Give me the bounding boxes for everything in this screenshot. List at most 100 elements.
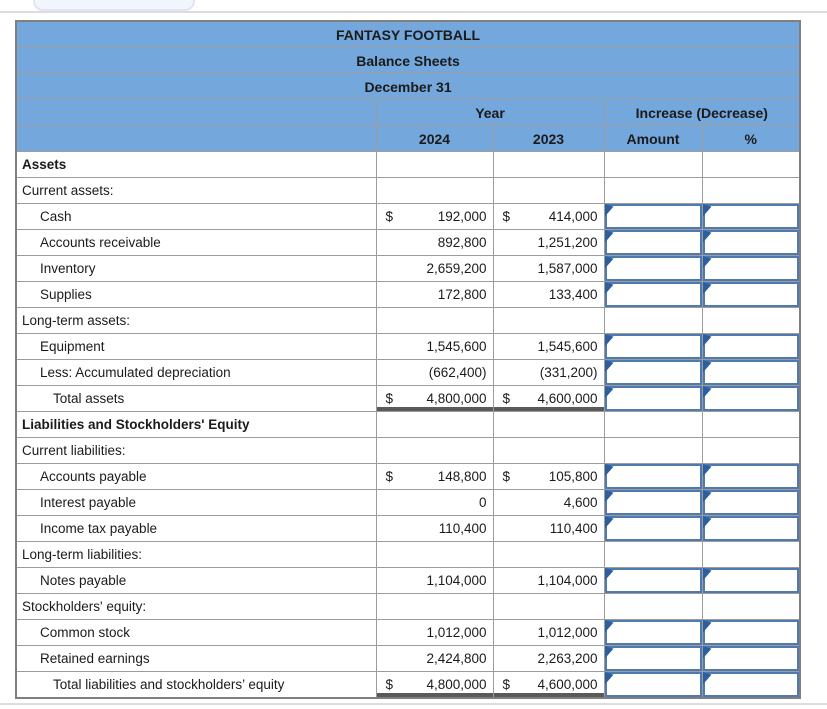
amount-input-total-liabilities-equity[interactable] (606, 674, 700, 695)
table-row: Total liabilities and stockholders’ equi… (15, 671, 801, 699)
table-row: Retained earnings 2,424,800 2,263,200 (15, 645, 801, 672)
value-2023: 4,600 (563, 495, 598, 510)
table-row: Inventory 2,659,200 1,587,000 (15, 255, 801, 282)
column-header-2024: 2024 (375, 125, 494, 152)
table-row: Equipment 1,545,600 1,545,600 (15, 333, 801, 360)
value-2024: 110,400 (438, 521, 487, 536)
amount-input-equipment[interactable] (606, 336, 700, 357)
currency-symbol: $ (502, 469, 511, 484)
table-row: Interest payable 0 4,600 (15, 489, 801, 516)
table-row: Notes payable 1,104,000 1,104,000 (15, 567, 801, 594)
row-label-supplies: Supplies (15, 281, 377, 308)
value-2023: 1,587,000 (537, 261, 598, 276)
value-2023: 105,800 (548, 469, 598, 484)
row-label-cash: Cash (15, 203, 377, 230)
percent-input-income-tax-payable[interactable] (704, 518, 798, 539)
amount-input-inventory[interactable] (606, 258, 700, 279)
value-2024: 1,545,600 (426, 339, 487, 354)
value-2024: 172,800 (437, 287, 487, 302)
percent-input-accounts-receivable[interactable] (704, 232, 798, 253)
value-2024: 1,104,000 (426, 573, 487, 588)
row-label-total-assets: Total assets (15, 385, 377, 412)
top-divider (0, 11, 827, 13)
table-row: Accounts payable $148,800 $105,800 (15, 463, 801, 490)
table-row: Income tax payable 110,400 110,400 (15, 515, 801, 542)
percent-input-equipment[interactable] (704, 336, 798, 357)
top-button-partial[interactable] (33, 0, 195, 11)
value-2023: 110,400 (549, 521, 598, 536)
percent-input-total-assets[interactable] (704, 388, 798, 409)
date-title: December 31 (15, 73, 801, 100)
currency-symbol: $ (385, 677, 394, 692)
percent-input-accumulated-depreciation[interactable] (704, 362, 798, 383)
blank-header-cell (15, 99, 377, 126)
value-2023: 4,600,000 (537, 677, 598, 692)
amount-input-common-stock[interactable] (606, 622, 700, 643)
amount-input-supplies[interactable] (606, 284, 700, 305)
amount-input-retained-earnings[interactable] (606, 648, 700, 669)
table-row: Balance Sheets (15, 47, 801, 74)
value-2024: (662,400) (428, 365, 487, 380)
bottom-divider (0, 703, 827, 705)
amount-input-accounts-receivable[interactable] (606, 232, 700, 253)
percent-input-cash[interactable] (704, 206, 798, 227)
table-row: Current liabilities: (15, 437, 801, 464)
subsection-long-term-liabilities: Long-term liabilities: (15, 541, 377, 568)
value-2024: 192,000 (437, 209, 487, 224)
column-header-amount: Amount (603, 125, 703, 152)
value-2023: (331,200) (539, 365, 598, 380)
row-label-total-liabilities-equity: Total liabilities and stockholders’ equi… (15, 671, 377, 699)
balance-sheet-table: FANTASY FOOTBALL Balance Sheets December… (15, 20, 802, 699)
currency-symbol: $ (502, 391, 511, 406)
row-label-accumulated-depreciation: Less: Accumulated depreciation (15, 359, 377, 386)
amount-input-total-assets[interactable] (606, 388, 700, 409)
row-label-retained-earnings: Retained earnings (15, 645, 377, 672)
table-row: Total assets $4,800,000 $4,600,000 (15, 385, 801, 412)
percent-input-interest-payable[interactable] (704, 492, 798, 513)
table-row: FANTASY FOOTBALL (15, 20, 801, 48)
amount-input-interest-payable[interactable] (606, 492, 700, 513)
increase-decrease-group-header: Increase (Decrease) (603, 99, 801, 126)
row-label-income-tax-payable: Income tax payable (15, 515, 377, 542)
section-header-liabilities-equity: Liabilities and Stockholders' Equity (15, 411, 377, 438)
table-row: Assets (15, 151, 801, 178)
currency-symbol: $ (502, 209, 511, 224)
percent-input-supplies[interactable] (704, 284, 798, 305)
row-label-interest-payable: Interest payable (15, 489, 377, 516)
table-row: December 31 (15, 73, 801, 100)
amount-input-cash[interactable] (606, 206, 700, 227)
amount-input-notes-payable[interactable] (606, 570, 700, 591)
row-label-common-stock: Common stock (15, 619, 377, 646)
column-header-2023: 2023 (492, 125, 605, 152)
percent-input-accounts-payable[interactable] (704, 466, 798, 487)
value-2023: 133,400 (548, 287, 598, 302)
value-2023: 2,263,200 (537, 651, 598, 666)
table-row: Current assets: (15, 177, 801, 204)
company-title: FANTASY FOOTBALL (15, 20, 801, 48)
amount-input-accumulated-depreciation[interactable] (606, 362, 700, 383)
value-2024: 1,012,000 (426, 625, 487, 640)
percent-input-inventory[interactable] (704, 258, 798, 279)
table-row: Liabilities and Stockholders' Equity (15, 411, 801, 438)
value-2024: 148,800 (437, 469, 487, 484)
currency-symbol: $ (502, 677, 511, 692)
percent-input-common-stock[interactable] (704, 622, 798, 643)
statement-title: Balance Sheets (15, 47, 801, 74)
value-2024: 4,800,000 (426, 391, 487, 406)
table-row: Less: Accumulated depreciation (662,400)… (15, 359, 801, 386)
value-2024: 2,659,200 (426, 261, 487, 276)
value-2024: 0 (478, 495, 487, 510)
percent-input-notes-payable[interactable] (704, 570, 798, 591)
amount-input-income-tax-payable[interactable] (606, 518, 700, 539)
value-2023: 1,012,000 (537, 625, 598, 640)
subsection-stockholders-equity: Stockholders' equity: (15, 593, 377, 620)
amount-input-accounts-payable[interactable] (606, 466, 700, 487)
percent-input-retained-earnings[interactable] (704, 648, 798, 669)
percent-input-total-liabilities-equity[interactable] (704, 674, 798, 695)
currency-symbol: $ (385, 391, 394, 406)
value-2024: 4,800,000 (426, 677, 487, 692)
row-label-accounts-receivable: Accounts receivable (15, 229, 377, 256)
row-label-equipment: Equipment (15, 333, 377, 360)
value-2023: 1,251,200 (537, 235, 598, 250)
table-row: Supplies 172,800 133,400 (15, 281, 801, 308)
